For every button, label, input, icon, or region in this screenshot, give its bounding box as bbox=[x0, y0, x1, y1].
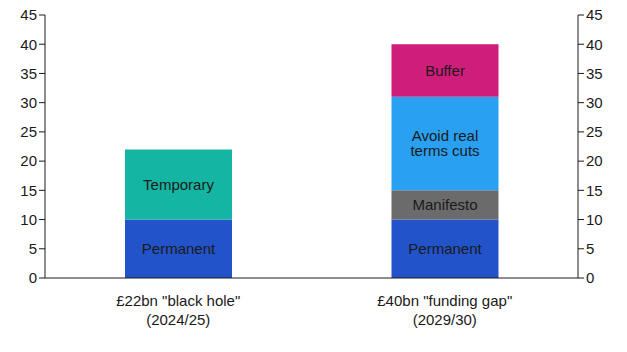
svg-text:20: 20 bbox=[586, 152, 603, 169]
svg-text:£40bn "funding gap"(2029/30): £40bn "funding gap"(2029/30) bbox=[377, 292, 512, 328]
svg-text:Permanent: Permanent bbox=[408, 240, 482, 257]
svg-text:30: 30 bbox=[586, 94, 603, 111]
svg-text:0: 0 bbox=[586, 269, 594, 286]
svg-text:10: 10 bbox=[586, 211, 603, 228]
svg-text:45: 45 bbox=[586, 6, 603, 23]
svg-text:10: 10 bbox=[20, 211, 37, 228]
svg-text:0: 0 bbox=[29, 269, 37, 286]
svg-text:20: 20 bbox=[20, 152, 37, 169]
svg-text:15: 15 bbox=[20, 182, 37, 199]
svg-text:25: 25 bbox=[586, 123, 603, 140]
svg-text:40: 40 bbox=[586, 36, 603, 53]
svg-text:Buffer: Buffer bbox=[425, 62, 465, 79]
svg-text:25: 25 bbox=[20, 123, 37, 140]
svg-text:£22bn "black hole"(2024/25): £22bn "black hole"(2024/25) bbox=[116, 292, 240, 328]
svg-text:45: 45 bbox=[20, 6, 37, 23]
svg-text:15: 15 bbox=[586, 182, 603, 199]
svg-text:30: 30 bbox=[20, 94, 37, 111]
svg-text:Avoid realterms cuts: Avoid realterms cuts bbox=[410, 127, 479, 159]
svg-text:35: 35 bbox=[20, 65, 37, 82]
svg-text:5: 5 bbox=[586, 240, 594, 257]
svg-text:Manifesto: Manifesto bbox=[412, 196, 477, 213]
svg-text:40: 40 bbox=[20, 36, 37, 53]
svg-text:35: 35 bbox=[586, 65, 603, 82]
svg-text:Permanent: Permanent bbox=[142, 240, 216, 257]
svg-text:Temporary: Temporary bbox=[143, 176, 214, 193]
svg-text:5: 5 bbox=[29, 240, 37, 257]
